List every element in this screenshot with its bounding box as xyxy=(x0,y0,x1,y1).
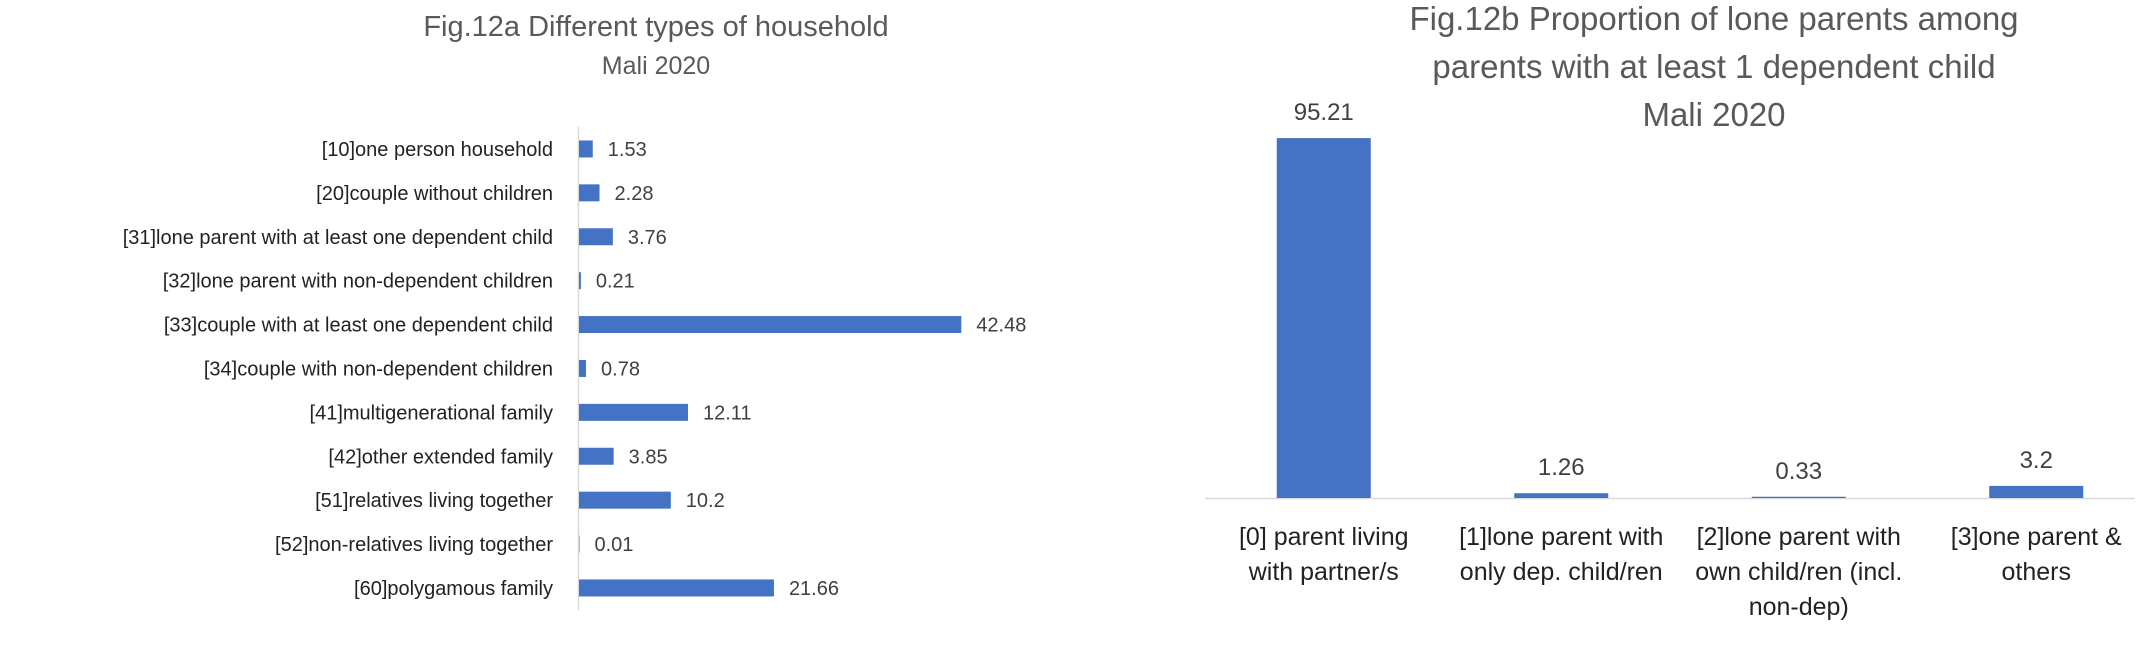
chart-a-bar xyxy=(579,579,774,597)
chart-a-value-label: 0.21 xyxy=(596,271,635,293)
chart-a-bar xyxy=(579,359,587,377)
chart-a-category-label: [52]non-relatives living together xyxy=(275,534,553,556)
chart-a-value-label: 42.48 xyxy=(976,315,1026,337)
chart-a-bar xyxy=(579,316,962,334)
chart-a-category-label: [32]lone parent with non-dependent child… xyxy=(163,271,553,293)
chart-a-bar xyxy=(579,140,593,158)
chart-b-marks: 95.21 [0] parent living with partner/s 1.26… xyxy=(1239,99,2122,621)
chart-a-value-label: 21.66 xyxy=(789,578,839,600)
chart-a-category-label: [31]lone parent with at least one depend… xyxy=(123,227,553,249)
chart-b-value-label: 0.33 xyxy=(1775,458,1822,485)
chart-a-category-label: [34]couple with non-dependent children xyxy=(204,358,553,380)
chart-a-value-label: 3.85 xyxy=(629,446,668,468)
chart-b-value-label: 1.26 xyxy=(1538,454,1585,481)
chart-a-bar xyxy=(579,535,580,553)
chart-b-category-label: only dep. child/ren xyxy=(1460,558,1663,586)
chart-a-value-label: 1.53 xyxy=(608,139,647,161)
chart-b-category-label: own child/ren (incl. xyxy=(1695,558,1902,586)
chart-a-category-label: [51]relatives living together xyxy=(315,490,553,512)
chart-b-title-line2: parents with at least 1 dependent child xyxy=(1432,48,1995,85)
chart-b-category-label: [2]lone parent with xyxy=(1697,523,1901,551)
chart-b-bar xyxy=(1989,485,2084,498)
chart-a-category-label: [60]polygamous family xyxy=(354,578,553,600)
chart-a-bar xyxy=(579,272,581,290)
chart-a-value-label: 3.76 xyxy=(628,227,667,249)
chart-b-category-label: with partner/s xyxy=(1248,558,1399,586)
chart-a-category-label: [33]couple with at least one dependent c… xyxy=(164,315,553,337)
chart-b-category-label: non-dep) xyxy=(1749,593,1849,621)
chart-b-value-label: 95.21 xyxy=(1294,99,1354,126)
chart-b-bar xyxy=(1751,496,1846,498)
chart-a-value-label: 12.11 xyxy=(703,402,752,424)
chart-b-bar xyxy=(1276,138,1371,498)
chart-a-title: Fig.12a Different types of household xyxy=(423,11,888,43)
chart-b-value-label: 3.2 xyxy=(2020,447,2053,474)
chart-b-category-label: [0] parent living xyxy=(1239,523,1409,551)
chart-a-value-label: 0.78 xyxy=(601,358,640,380)
chart-a-bar xyxy=(579,184,600,202)
chart-a-value-label: 10.2 xyxy=(686,490,725,512)
chart-a-category-label: [41]multigenerational family xyxy=(310,402,553,424)
chart-b-category-label: [3]one parent & xyxy=(1951,523,2122,551)
chart-a-bar xyxy=(579,491,671,509)
chart-a-bar xyxy=(579,447,614,465)
chart-a-marks: [10]one person household 1.53 [20]couple w… xyxy=(123,139,1027,600)
chart-b-bar xyxy=(1514,493,1609,498)
chart-a-category-label: [42]other extended family xyxy=(328,446,553,468)
chart-household-types: Fig.12a Different types of household Mal… xyxy=(123,11,1027,610)
chart-b-category-label: others xyxy=(2002,558,2071,586)
chart-b-category-label: [1]lone parent with xyxy=(1459,523,1663,551)
chart-a-subtitle: Mali 2020 xyxy=(602,52,710,80)
chart-lone-parents: Fig.12b Proportion of lone parents among… xyxy=(1205,0,2135,621)
chart-a-category-label: [10]one person household xyxy=(322,139,553,161)
chart-a-bar xyxy=(579,228,613,246)
chart-a-value-label: 2.28 xyxy=(615,183,654,205)
chart-a-category-label: [20]couple without children xyxy=(316,183,553,205)
chart-a-value-label: 0.01 xyxy=(595,534,634,556)
chart-a-bar xyxy=(579,403,688,421)
chart-b-subtitle: Mali 2020 xyxy=(1642,96,1785,133)
chart-b-title: Fig.12b Proportion of lone parents among xyxy=(1409,0,2018,37)
